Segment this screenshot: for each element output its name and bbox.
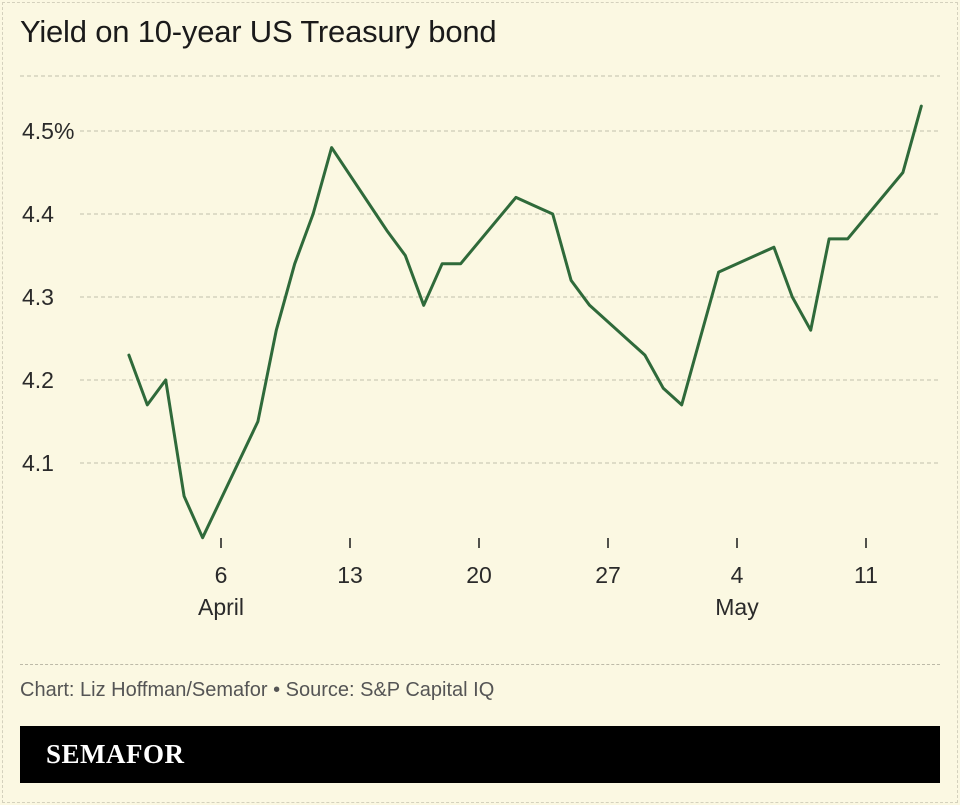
y-tick-label-1: 4.2 [22, 367, 54, 393]
series-line-0 [127, 104, 923, 540]
y-tick-label-3: 4.4 [22, 201, 54, 227]
y-axis-ticks: 4.1 4.2 4.3 4.4 4.5% [22, 118, 74, 476]
x-tick-label-1: 13 [337, 562, 363, 588]
x-tick-label-4: 4 [731, 562, 744, 588]
x-tick-label-2: 20 [466, 562, 492, 588]
series-group [127, 104, 923, 540]
x-month-label-4: May [715, 594, 759, 620]
brand-bar: SEMAFOR [20, 726, 940, 783]
semafor-logo: SEMAFOR [46, 739, 185, 769]
x-tick-label-5: 11 [854, 562, 878, 588]
y-tick-label-2: 4.3 [22, 284, 54, 310]
y-tick-label-4: 4.5% [22, 118, 74, 144]
chart-title: Yield on 10-year US Treasury bond [20, 14, 497, 49]
line-chart: 4.1 4.2 4.3 4.4 4.5% 6 April 13 20 27 4 May 11 [20, 75, 940, 620]
footer-divider [20, 664, 940, 665]
gridlines [20, 75, 940, 464]
chart-credit: Chart: Liz Hoffman/Semafor • Source: S&P… [20, 679, 495, 701]
x-tick-label-0: 6 [215, 562, 228, 588]
y-tick-label-0: 4.1 [22, 450, 54, 476]
x-axis-ticks: 6 April 13 20 27 4 May 11 [198, 538, 878, 620]
x-month-label-0: April [198, 594, 244, 620]
x-tick-label-3: 27 [595, 562, 621, 588]
